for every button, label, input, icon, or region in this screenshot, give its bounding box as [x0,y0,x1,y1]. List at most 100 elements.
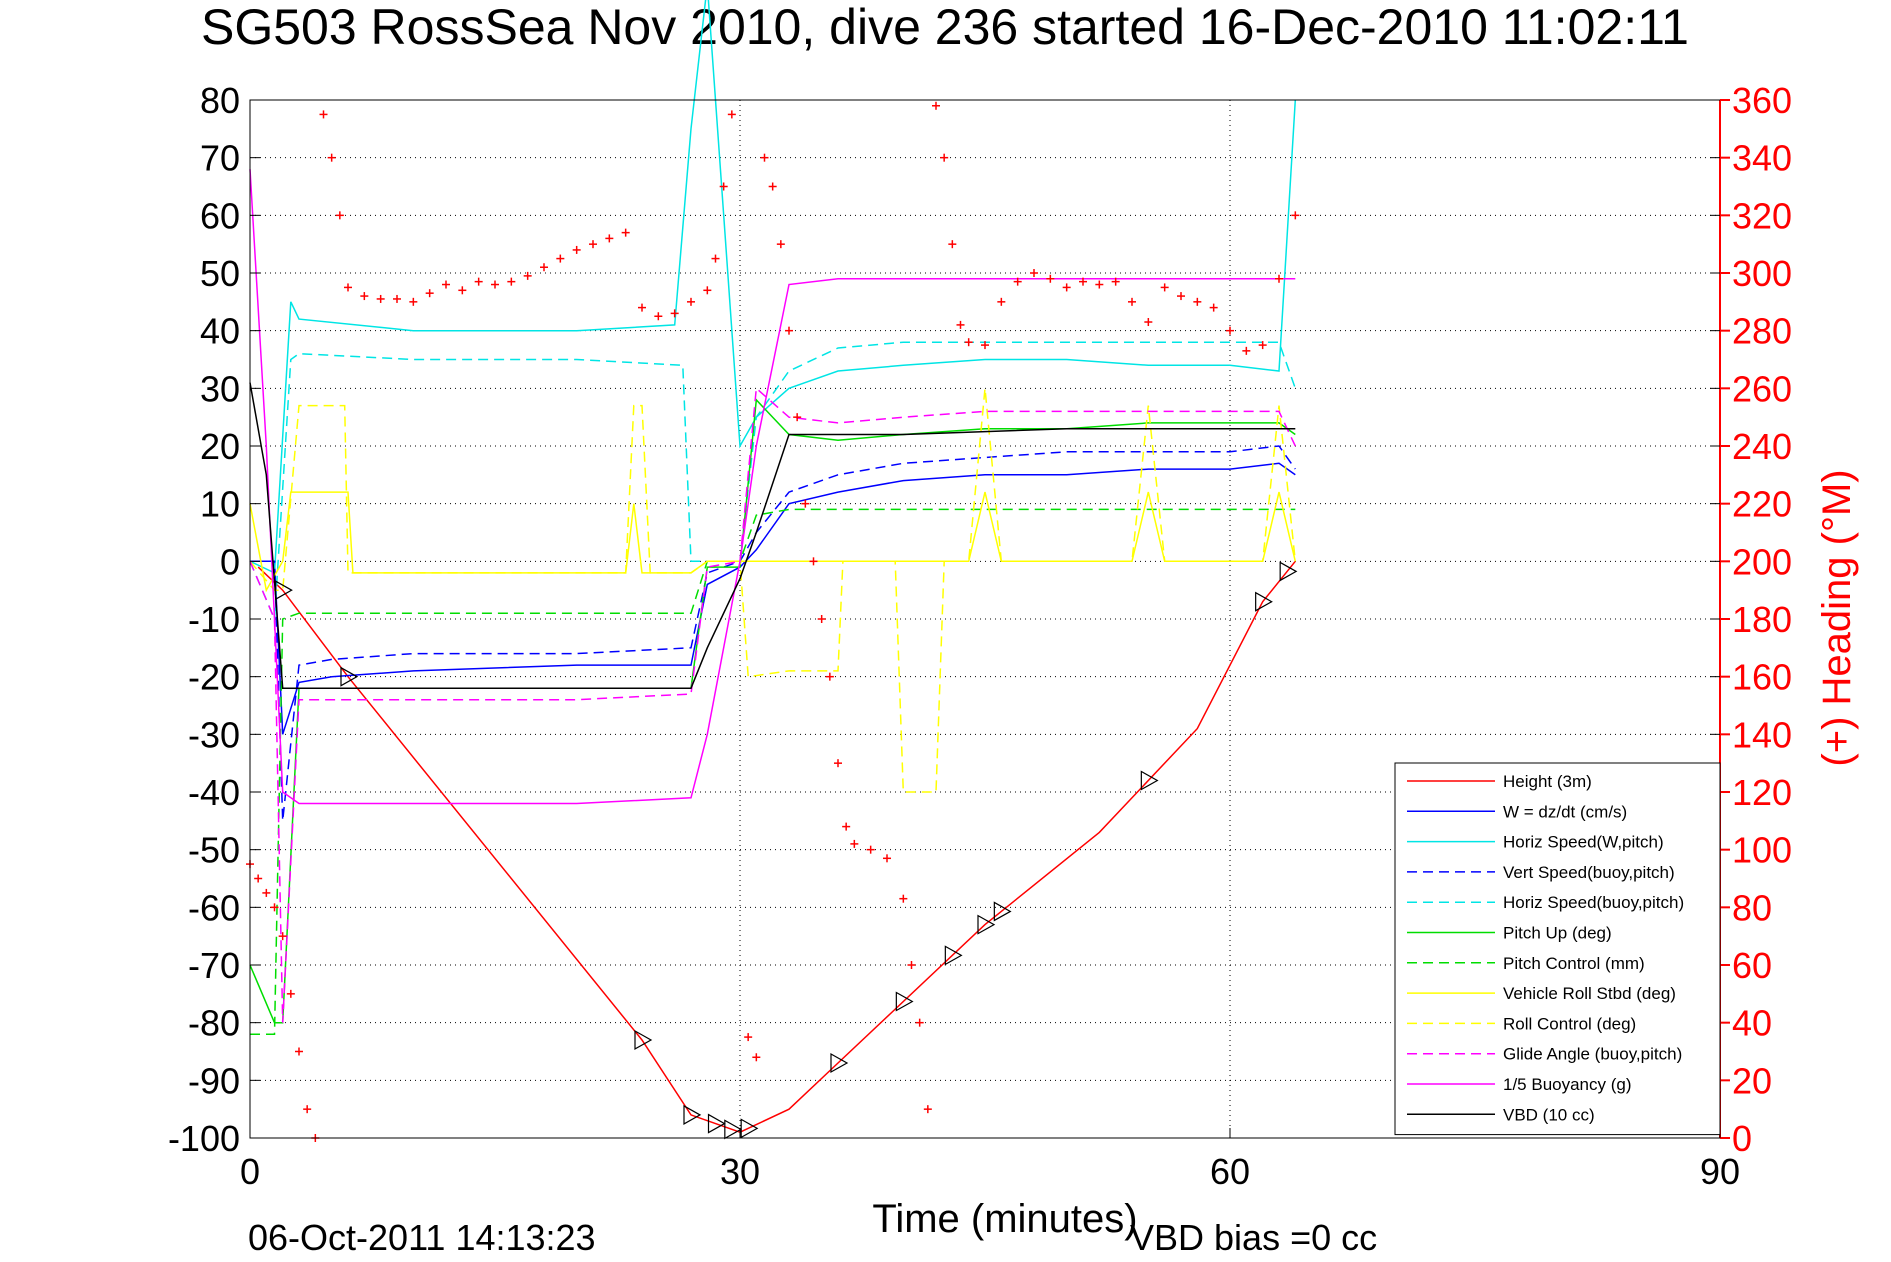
series-line-3 [250,445,1296,821]
heading-point [670,309,679,318]
heading-point [997,297,1006,306]
heading-point [1242,346,1251,355]
legend-label-3: Vert Speed(buoy,pitch) [1503,863,1675,882]
heading-point [409,297,418,306]
heading-point [376,294,385,303]
heading-point [605,234,614,243]
heading-point [507,277,516,286]
y-tick-label: 10 [200,484,240,525]
height-markers [275,561,1298,1140]
heading-point [956,320,965,329]
height-marker [944,945,963,966]
y2-tick-label: 360 [1732,80,1792,121]
footer-vbd-bias: VBD bias =0 cc [1130,1217,1377,1258]
height-marker [895,991,914,1012]
heading-point [425,289,434,298]
y2-tick-label: 20 [1732,1060,1772,1101]
heading-point [981,341,989,350]
y2-tick-label: 280 [1732,311,1792,352]
series-line-10 [249,169,1296,805]
heading-point [940,153,949,162]
x-tick-label: 60 [1210,1151,1250,1192]
y-tick-label: -10 [188,599,240,640]
heading-point [687,297,695,306]
height-marker [340,666,359,687]
heading-point [711,254,720,263]
heading-point [1144,318,1153,327]
series-line-0 [257,560,1296,1134]
heading-point [1226,326,1234,335]
heading-point [556,254,565,263]
heading-point [801,499,810,508]
x-tick-label: 90 [1700,1151,1740,1192]
y-tick-label: -90 [188,1060,240,1101]
y-tick-label: 70 [200,138,240,179]
y-tick-label: -30 [188,714,240,755]
y-tick-label: 20 [200,426,240,467]
heading-point [638,303,646,312]
y-tick-label: -100 [168,1118,240,1159]
heading-point [719,182,728,191]
y2-tick-label: 160 [1732,657,1792,698]
heading-point [442,280,450,289]
legend-box [1394,762,1721,1136]
heading-point [744,1033,753,1042]
heading-point [1160,283,1169,292]
chart-title: SG503 RossSea Nov 2010, dive 236 started… [201,0,1689,55]
y2-tick-label: 100 [1732,830,1792,871]
heading-point [1193,297,1202,306]
heading-point [1258,341,1267,350]
heading-point [850,839,859,848]
heading-point [344,283,352,292]
x-tick-label: 0 [240,1151,260,1192]
x-tick-label: 30 [720,1151,760,1192]
footer-date: 06-Oct-2011 14:13:23 [248,1217,596,1258]
series-line-8 [249,388,1297,793]
y2-tick-label: 80 [1732,887,1772,928]
y2-tick-label: 220 [1732,484,1792,525]
series-layer [249,0,1297,1134]
heading-point [964,338,973,347]
heading-point [703,286,712,295]
height-marker [830,1053,849,1074]
x-axis: 0 30 60 90 [240,1128,1740,1192]
heading-point [393,294,401,303]
heading-point [817,615,826,623]
heading-point [319,110,328,119]
heading-point [1095,280,1104,289]
y-tick-label: 50 [200,253,240,294]
legend-label-5: Pitch Up (deg) [1503,924,1612,943]
height-marker [275,580,293,601]
legend-label-7: Vehicle Roll Stbd (deg) [1503,984,1676,1003]
heading-point [572,245,581,254]
y2-tick-label: 200 [1732,541,1792,582]
legend-label-9: Glide Angle (buoy,pitch) [1503,1045,1682,1064]
heading-point [948,240,957,249]
heading-point [907,961,916,969]
heading-point [825,672,834,681]
height-marker [634,1029,653,1050]
heading-point [1111,277,1120,286]
heading-point [1079,277,1087,286]
heading-point [254,874,263,883]
right-axis-label: (+) Heading (°M) [1815,469,1859,766]
y2-tick-label: 40 [1732,1003,1772,1044]
heading-point [842,822,851,831]
legend-label-4: Horiz Speed(buoy,pitch) [1503,893,1684,912]
heading-point [760,153,769,162]
legend-label-0: Height (3m) [1503,772,1592,791]
height-marker [740,1118,759,1139]
heading-point [523,271,532,280]
heading-point [262,888,271,897]
heading-point [303,1105,312,1114]
x-axis-label: Time (minutes) [872,1197,1137,1241]
height-marker [977,914,996,935]
y-tick-label: -60 [188,887,240,928]
heading-point [1030,269,1038,277]
heading-point [1128,297,1136,306]
series-line-2 [249,0,1297,575]
heading-point [589,240,597,249]
series-line-1 [250,462,1296,735]
legend-label-8: Roll Control (deg) [1503,1014,1636,1033]
